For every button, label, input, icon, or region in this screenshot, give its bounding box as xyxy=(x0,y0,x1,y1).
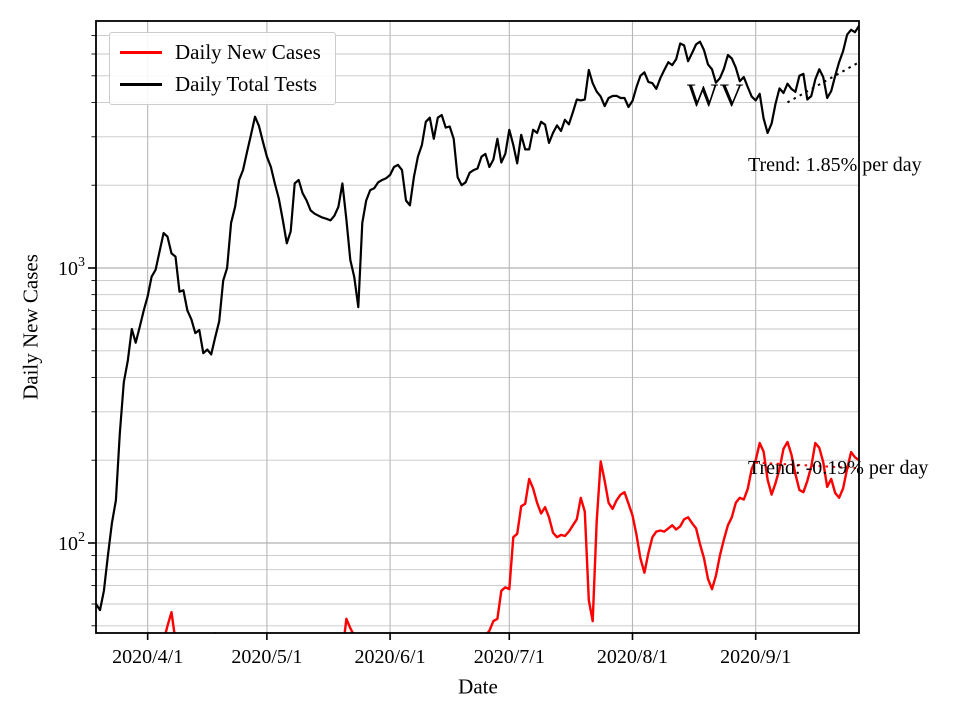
x-tick-label: 2020/8/1 xyxy=(597,646,668,668)
y-tick-label: 103 xyxy=(58,255,85,280)
y-tick-label: 102 xyxy=(58,530,85,555)
series-daily-total-tests xyxy=(96,24,859,612)
series-daily-new-cases xyxy=(164,440,859,633)
x-tick-label: 2020/4/1 xyxy=(112,646,183,668)
trend-annotation-cases: Trend: -0.19% per day xyxy=(748,457,929,479)
plot-frame xyxy=(95,20,860,634)
legend-label: Daily New Cases xyxy=(175,40,321,64)
legend-item-daily-new-cases: Daily New Cases xyxy=(120,39,321,65)
y-axis-label: Daily New Cases xyxy=(18,254,43,400)
x-tick-label: 2020/9/1 xyxy=(720,646,791,668)
legend-item-daily-total-tests: Daily Total Tests xyxy=(120,71,321,97)
black-line-sample-icon xyxy=(120,82,162,86)
state-annotation: WV xyxy=(687,78,745,114)
legend-label: Daily Total Tests xyxy=(175,72,318,97)
x-axis-label: Date xyxy=(458,674,498,699)
red-line-sample-icon xyxy=(120,50,162,54)
x-tick-label: 2020/6/1 xyxy=(355,646,426,668)
x-tick-label: 2020/5/1 xyxy=(231,646,302,668)
x-tick-label: 2020/7/1 xyxy=(474,646,545,668)
trend-annotation-tests: Trend: 1.85% per day xyxy=(748,154,922,176)
legend: Daily New Cases Daily Total Tests xyxy=(109,32,336,105)
trend-line-daily-new-cases xyxy=(755,461,859,470)
